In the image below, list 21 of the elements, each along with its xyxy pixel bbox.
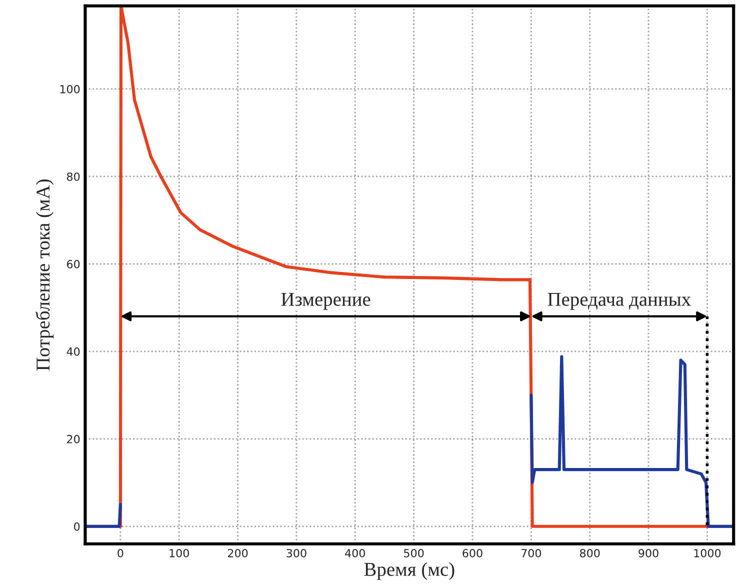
- x-tick-label: 400: [345, 548, 365, 558]
- y-tick-label: 20: [67, 434, 80, 444]
- x-tick-label: 600: [462, 548, 482, 558]
- x-tick-label: 900: [638, 548, 658, 558]
- x-tick-label: 1000: [694, 548, 721, 558]
- x-axis-title: Время (мс): [364, 562, 454, 580]
- x-tick-label: 300: [286, 548, 306, 558]
- x-tick-label: 200: [228, 548, 248, 558]
- annotation: Измерение: [281, 292, 370, 310]
- y-tick-label: 100: [60, 84, 80, 94]
- y-tick-label: 60: [66, 260, 80, 268]
- x-tick-label: 800: [580, 548, 600, 558]
- y-axis-title: Потребление тока (мА): [36, 179, 54, 371]
- annotation: Передача данных: [548, 292, 691, 310]
- x-tick-label: 500: [404, 548, 424, 558]
- x-tick-label: 100: [170, 548, 189, 558]
- y-tick-label: 40: [66, 347, 80, 356]
- x-tick-label: 0: [118, 548, 124, 558]
- y-tick-label: 80: [66, 172, 80, 181]
- x-tick-label: 700: [521, 548, 542, 558]
- y-tick-label: 0: [74, 522, 80, 531]
